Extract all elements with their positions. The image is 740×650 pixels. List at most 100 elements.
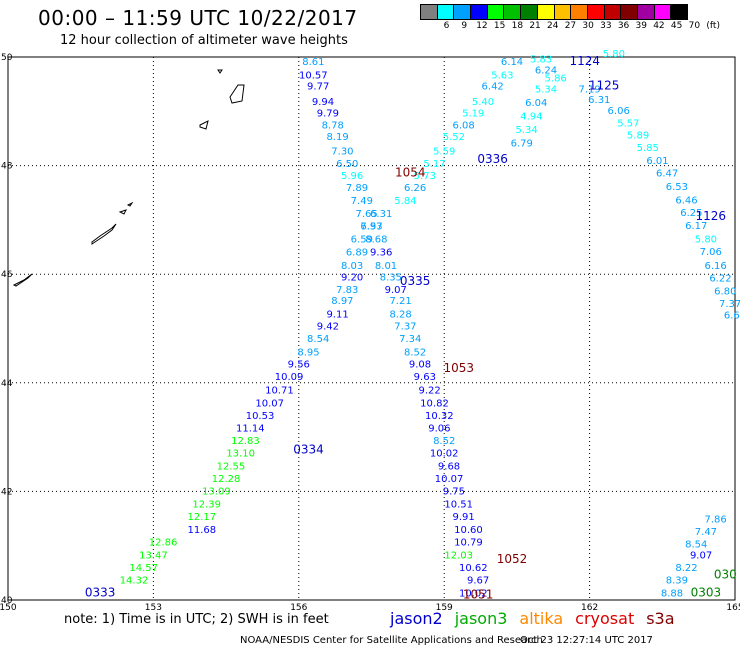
swh-value: 5.85 (637, 143, 659, 154)
pass-label-1054: 1054 (395, 165, 426, 179)
pass-label-0334: 0334 (293, 442, 324, 456)
pass-label-0336: 0336 (477, 152, 508, 166)
units-note: note: 1) Time is in UTC; 2) SWH is in fe… (64, 612, 329, 627)
lat-tick-46: 46 (1, 270, 13, 280)
legend-label-24: 24 (547, 21, 559, 31)
swh-value: 6.25 (680, 208, 702, 219)
pass-label-1126: 1126 (695, 209, 726, 223)
swh-value: 6.01 (646, 156, 668, 167)
lat-tick-48: 48 (1, 162, 13, 172)
swh-value: 5.80 (603, 49, 625, 60)
swh-value: 5.19 (462, 109, 484, 120)
swh-value: 9.77 (307, 82, 329, 93)
map-frame (7, 56, 736, 601)
swh-value: 6.24 (535, 65, 557, 76)
swh-value: 10.82 (420, 399, 449, 410)
satellite-cryosat: cryosat (575, 609, 635, 628)
swh-value: 13.10 (226, 449, 255, 460)
credit-line: NOAA/NESDIS Center for Satellite Applica… (240, 635, 543, 646)
satellite-legend: jason2 jason3 altika cryosat s3a (390, 609, 687, 628)
legend-swatch-70 (670, 4, 688, 20)
swh-value: 5.86 (545, 73, 567, 84)
swh-value: 12.39 (192, 500, 221, 511)
swh-value: 8.78 (322, 121, 344, 132)
swh-value: 10.09 (275, 372, 304, 383)
lon-tick-156: 156 (290, 603, 307, 613)
swh-value: 9.56 (288, 360, 310, 371)
swh-value: 12.86 (149, 538, 178, 549)
swh-value: 9.42 (317, 322, 339, 333)
swh-value: 8.39 (666, 576, 688, 587)
swh-value: 9.07 (385, 285, 407, 296)
swh-value: 8.28 (389, 310, 411, 321)
legend-label-6: 6 (443, 21, 450, 31)
swh-value: 9.68 (438, 462, 460, 473)
legend-label-45: 45 (670, 21, 683, 31)
swh-value: 6.22 (709, 273, 731, 284)
swh-value: 9.63 (414, 372, 436, 383)
swh-value: 6.89 (346, 248, 368, 259)
swh-value: 8.97 (331, 296, 353, 307)
lat-tick-42: 42 (1, 487, 12, 497)
swh-value: 12.83 (231, 436, 260, 447)
coastline-4 (126, 201, 134, 207)
swh-value: 9.94 (312, 97, 334, 108)
swh-value: 6.50 (336, 159, 358, 170)
swh-value: 9.22 (419, 386, 441, 397)
color-legend (420, 4, 688, 20)
lat-tick-50: 50 (1, 53, 13, 63)
coastline-3 (118, 209, 127, 215)
pass-label-0303: 0303 (691, 586, 722, 600)
swh-value: 5.57 (617, 119, 639, 130)
swh-value: 13.09 (202, 487, 231, 498)
legend-label-42: 42 (653, 21, 665, 31)
swh-value: 6.08 (452, 121, 474, 132)
legend-label-39: 39 (635, 21, 647, 31)
swh-value: 5.34 (515, 125, 537, 136)
swh-value: 8.68 (365, 235, 387, 246)
swh-value: 5.80 (695, 235, 717, 246)
swh-value: 10.53 (246, 411, 275, 422)
coastline-6 (229, 84, 245, 104)
swh-value: 8.52 (433, 436, 455, 447)
swh-value: 6.53 (666, 182, 688, 193)
lon-tick-162: 162 (581, 603, 598, 613)
swh-value: 5.52 (443, 132, 465, 143)
swh-value: 10.62 (459, 563, 488, 574)
swh-value: 14.57 (129, 563, 158, 574)
swh-value: 5.83 (530, 54, 552, 65)
swh-value: 5.84 (394, 196, 416, 207)
swh-value: 6.14 (501, 57, 523, 68)
swh-value: 7.37 (719, 299, 740, 310)
swh-value: 13.47 (139, 551, 168, 562)
swh-value: 12.03 (444, 551, 473, 562)
satellite-jason3: jason3 (454, 609, 508, 628)
swh-value: 8.19 (326, 132, 348, 143)
swh-value: 10.07 (435, 474, 464, 485)
swh-value: 7.37 (394, 322, 416, 333)
swh-value: 8.22 (675, 563, 697, 574)
swh-value: 7.83 (336, 285, 358, 296)
satellite-jason2: jason2 (390, 609, 443, 628)
swh-value: 7.93 (360, 222, 382, 233)
swh-value: 9.75 (443, 487, 465, 498)
legend-unit: (ft) (706, 21, 720, 31)
coastline-2 (91, 223, 117, 245)
swh-value: 6.17 (685, 221, 707, 232)
coastline-7 (217, 69, 223, 74)
legend-label-30: 30 (582, 21, 594, 31)
swh-value: 9.67 (467, 576, 489, 587)
swh-value: 7.30 (331, 147, 353, 158)
swh-value: 9.06 (428, 424, 450, 435)
swh-value: 6.16 (704, 261, 726, 272)
swh-value: 5.89 (627, 130, 649, 141)
swh-value: 6.57 (360, 222, 382, 233)
swh-value: 6.59 (351, 235, 373, 246)
map-title: 00:00 – 11:59 UTC 10/22/2017 (38, 6, 358, 30)
satellite-altika: altika (519, 609, 564, 628)
swh-value: 8.95 (297, 348, 319, 359)
swh-value: 7.21 (389, 296, 411, 307)
swh-value: 14.32 (120, 576, 149, 587)
swh-value: 5.59 (433, 147, 455, 158)
